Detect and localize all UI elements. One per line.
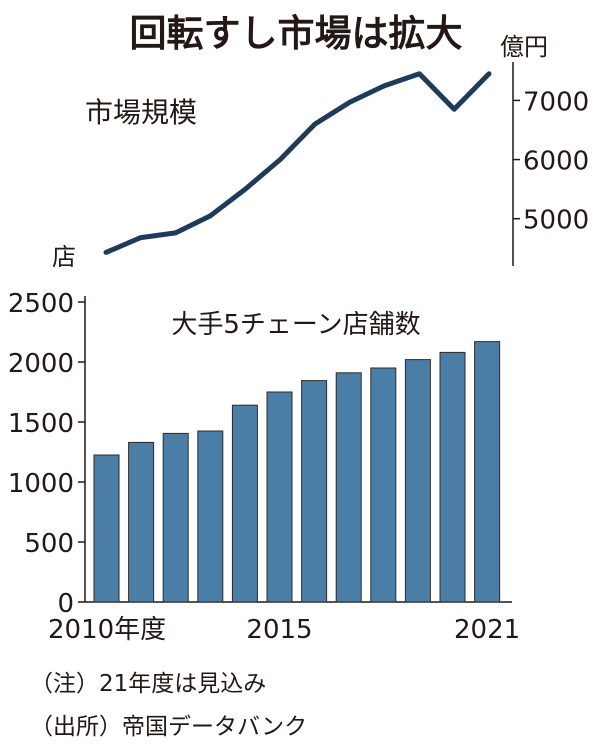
market-size-point [349,101,351,103]
market-size-point [453,108,455,110]
line-chart-title: 市場規模 [85,96,197,129]
store-count-bar [370,367,397,603]
store-count-bar [439,351,466,603]
store-count-bar-chart: 店 大手5チェーン店舗数 0 500 1000 1500 2000 2500 2010年度… [8,243,520,645]
market-size-point [488,73,490,75]
bar-y-tick-label: 2000 [8,349,74,379]
store-count-bar [335,372,362,603]
line-chart-unit: 億円 [500,33,548,61]
note-source: （出所）帝国データバンク [30,714,308,740]
store-count-bar [231,404,258,603]
store-count-bar [162,432,189,603]
bar-chart-unit: 店 [52,243,76,271]
chart-title: 回転すし市場は拡大 [130,12,463,55]
store-count-bar [197,430,224,603]
store-count-bar [301,380,328,603]
line-y-tick-label: 6000 [523,147,589,177]
store-count-bar [474,341,501,603]
market-size-point [175,232,177,234]
market-size-point [140,237,142,239]
market-size-point [279,159,281,161]
market-size-point [244,188,246,190]
bar-y-tick-label: 0 [57,589,74,619]
store-count-bar [93,454,120,603]
market-size-point [418,73,420,75]
market-size-line [103,71,492,255]
note-forecast: （注）21年度は見込み [30,671,267,697]
market-size-point [314,123,316,125]
bar-y-tick-label: 500 [24,529,74,559]
bar-y-tick-label: 1500 [8,409,74,439]
bar-chart-title: 大手5チェーン店舗数 [171,310,420,340]
bar-y-tick-label: 1000 [8,469,74,499]
bar-y-tick-label: 2500 [8,289,74,319]
bar-x-label: 2021 [454,615,520,645]
store-count-bar [128,441,155,603]
store-count-bar [404,359,431,603]
line-y-tick-label: 7000 [523,87,589,117]
bar-x-label: 2015 [246,615,312,645]
market-size-point [384,85,386,87]
market-size-point [105,251,107,253]
bar-x-label: 2010年度 [48,615,166,645]
market-size-point [209,215,211,217]
market-size-line-chart: 億円 市場規模 5000 6000 7000 [85,33,589,266]
store-count-bar [266,391,293,603]
line-y-tick-label: 5000 [523,206,589,236]
